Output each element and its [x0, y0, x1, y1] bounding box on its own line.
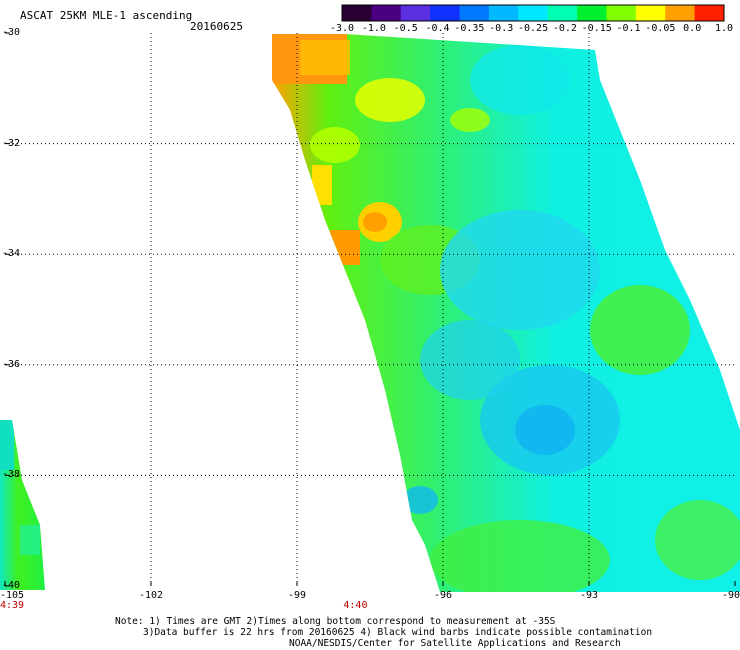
lon-label: -90 — [722, 590, 740, 601]
time-label: 4:40 — [343, 600, 368, 611]
colorbar-tick-label: 1.0 — [715, 23, 734, 34]
footnote-line-3: NOAA/NESDIS/Center for Satellite Applica… — [289, 638, 621, 649]
lon-label: -99 — [288, 590, 307, 601]
colorbar-tick-label: -0.2 — [552, 23, 577, 34]
colorbar-tick-label: -0.35 — [454, 23, 485, 34]
colorbar-tick-label: -3.0 — [330, 23, 355, 34]
grid-lines — [5, 33, 735, 586]
colorbar-tick-label: -0.15 — [581, 23, 612, 34]
swath-left — [0, 420, 45, 590]
colorbar-swatch — [342, 5, 372, 21]
colorbar-tick-label: -0.1 — [616, 23, 641, 34]
lat-label: -38 — [2, 469, 21, 481]
map-title: ASCAT 25KM MLE-1 ascending — [20, 9, 193, 22]
lat-label: -30 — [2, 27, 21, 38]
lat-label: -40 — [2, 580, 21, 591]
colorbar-swatch — [547, 5, 578, 21]
colorbar-swatch — [518, 5, 549, 21]
footnote: Note: 1) Times are GMT 2)Times along bot… — [115, 616, 652, 649]
colorbar-swatch — [400, 5, 431, 21]
lon-label: -105 — [0, 590, 25, 601]
swath-main — [272, 34, 740, 592]
colorbar-tick-label: -0.05 — [645, 23, 676, 34]
lon-label: -96 — [434, 590, 453, 601]
colorbar-tick-label: -0.5 — [393, 23, 418, 34]
colorbar-tick-label: -0.3 — [489, 23, 514, 34]
colorbar-swatch — [430, 5, 461, 21]
lat-label: -32 — [2, 137, 21, 149]
colorbar-tick-label: -0.25 — [518, 23, 549, 34]
colorbar-tick-label: -0.4 — [425, 23, 450, 34]
time-label: 4:39 — [0, 600, 25, 611]
colorbar-swatch — [635, 5, 666, 21]
lon-label: -102 — [139, 590, 164, 601]
colorbar-swatch — [577, 5, 607, 21]
colorbar-tick-label: 0.0 — [683, 23, 702, 34]
colorbar-swatch — [606, 5, 637, 21]
lat-label: -36 — [2, 358, 21, 370]
colorbar-swatch — [694, 5, 725, 21]
colorbar-swatch — [371, 5, 402, 21]
lon-label: -93 — [580, 590, 599, 601]
axis-ticks — [4, 32, 736, 587]
map-date: 20160625 — [190, 20, 243, 33]
colorbar — [341, 4, 725, 22]
footnote-line-1: Note: 1) Times are GMT 2)Times along bot… — [115, 616, 556, 627]
colorbar-swatch — [459, 5, 490, 21]
lat-label: -34 — [2, 248, 21, 260]
colorbar-swatch — [665, 5, 696, 21]
colorbar-swatch — [488, 5, 519, 21]
footnote-line-2: 3)Data buffer is 22 hrs from 20160625 4)… — [143, 627, 653, 638]
colorbar-tick-label: -1.0 — [361, 23, 386, 34]
